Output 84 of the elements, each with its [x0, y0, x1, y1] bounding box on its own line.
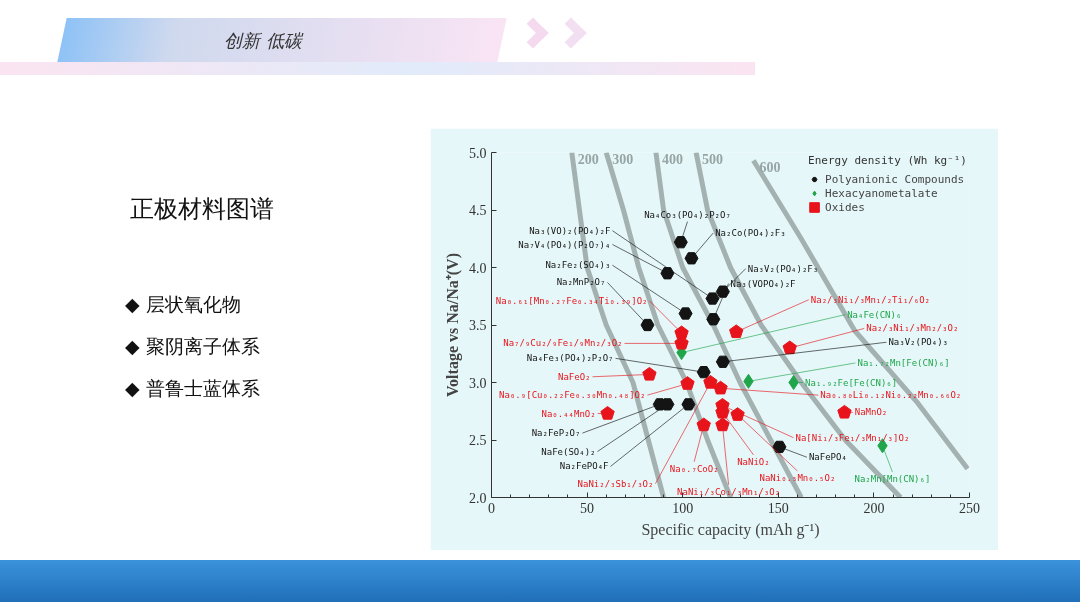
annotation: Na₃(VO)₂(PO₄)₂F — [529, 225, 611, 236]
point — [640, 318, 655, 332]
text: ◆ 普鲁士蓝体系 — [125, 376, 260, 401]
annotation: Na₄Fe₃(PO₄)₂P₂O₇ — [526, 353, 614, 364]
annotation: Na₂/₃Ni₁/₃Mn₂/₃O₂ — [866, 323, 959, 334]
point — [696, 417, 711, 432]
series-label: 600 — [759, 159, 781, 175]
point — [678, 307, 693, 320]
point — [703, 375, 718, 389]
point — [729, 324, 744, 339]
point — [837, 404, 852, 419]
y-tick-label: 2.0 — [469, 490, 487, 506]
point — [696, 366, 711, 379]
annotation: Na[Ni₁/₃Fe₁/₃Mn₁/₃]O₂ — [795, 432, 910, 443]
annotation: Na₂/₃Ni₁/₃Mn₁/₂Ti₁/₆O₂ — [810, 294, 931, 305]
series-label: 400 — [661, 151, 683, 167]
point — [660, 267, 675, 280]
annotation: Na₂Fe₂(SO₄)₃ — [545, 260, 611, 271]
annotation: Na₂Co(PO₄)₂F₃ — [715, 228, 786, 238]
annotation: Na₂FePO₄F — [559, 461, 609, 472]
y-tick-label: 3.0 — [469, 375, 487, 391]
annotation: Na₇/₉Cu₂/₉Fe₁/₉Mn₂/₃O₂ — [503, 338, 623, 349]
annotation: NaNiO₂ — [737, 456, 770, 467]
x-tick-label: 0 — [488, 500, 495, 516]
annotation: Na₁.₇₂Mn[Fe(CN)₆] — [857, 357, 950, 368]
annotation: Na₁.₉₂Fe[Fe(CN)₆] — [805, 377, 898, 388]
annotation: Na₂Mn[Mn(CN)₆] — [854, 474, 931, 485]
annotation: NaFe(SO₄)₂ — [541, 446, 596, 457]
y-tick-label: 2.5 — [469, 433, 487, 448]
legend-label: Polyanionic Compounds — [825, 172, 965, 186]
annotation: Na₀.₄₄MnO₂ — [541, 408, 596, 419]
point — [600, 406, 615, 420]
point — [642, 366, 657, 381]
annotation: Na₂FeP₂O₇ — [531, 428, 581, 439]
point — [715, 285, 730, 298]
text: ◆ 层状氧化物 — [125, 292, 241, 317]
text: 创新 低碳 — [224, 29, 302, 53]
point — [782, 340, 797, 355]
annotation: NaNi₂/₃Sb₁/₃O₂ — [577, 478, 654, 489]
x-tick-label: 100 — [672, 500, 694, 516]
x-tick-label: 250 — [959, 500, 980, 516]
point — [705, 292, 720, 305]
point — [788, 375, 799, 390]
point — [681, 398, 696, 411]
annotation: Na₃V₂(PO₄)₂F₃ — [747, 263, 819, 274]
annotation: Na₃V₂(PO₄)₃ — [888, 337, 949, 348]
text: ◆ 聚阴离子体系 — [125, 334, 260, 359]
legend-label: Hexacyanometalate — [825, 186, 938, 200]
x-axis-title: Specific capacity (mAh g⁻¹) — [641, 520, 820, 539]
annotation: NaFeO₂ — [558, 371, 591, 382]
x-tick-label: 50 — [580, 500, 595, 516]
point — [713, 380, 728, 395]
annotation: NaFePO₄ — [808, 452, 847, 463]
text: 正极材料图谱 — [130, 194, 274, 225]
legend-label: Oxides — [825, 200, 865, 214]
y-axis-title: Voltage vs Na/Na⁺(V) — [444, 253, 462, 397]
x-tick-label: 200 — [863, 500, 885, 516]
annotation: Na₃(VOPO₄)₂F — [730, 278, 796, 289]
y-tick-label: 3.5 — [469, 318, 487, 333]
annotation: Na₀.₆₁[Mn₀.₂₇Fe₀.₃₄Ti₀.₃₉]O₂ — [495, 295, 648, 306]
annotation: Na₄Fe(CN)₆ — [847, 309, 902, 320]
annotation: Na₀.₉[Cu₀.₂₂Fe₀.₃₀Mn₀.₄₈]O₂ — [499, 390, 646, 401]
point — [673, 236, 688, 249]
y-tick-label: 4.0 — [469, 260, 487, 276]
annotation: NaMnO₂ — [854, 407, 888, 418]
series-label: 200 — [577, 151, 599, 167]
series-label: 300 — [612, 151, 634, 167]
annotation: Na₇V₄(PO₄)(P₂O₇)₄ — [518, 239, 611, 250]
legend-title: Energy density (Wh kg⁻¹) — [808, 154, 967, 167]
y-tick-label: 4.5 — [469, 203, 487, 218]
annotation: NaNi₁/₃Co₁/₃Mn₁/₃O₂ — [677, 486, 781, 497]
annotation: Na₄Co₃(PO₄)₂P₂O₇ — [644, 209, 731, 220]
point — [715, 355, 730, 368]
annotation: NaNi₀.₅Mn₀.₅O₂ — [759, 472, 836, 483]
point — [715, 417, 730, 432]
point — [680, 376, 695, 390]
annotation: Na₂MnP₂O₇ — [556, 277, 606, 288]
series-label: 500 — [702, 151, 724, 167]
point — [684, 252, 699, 265]
point — [706, 313, 721, 326]
annotation: Na₀.₇CoO₂ — [669, 463, 719, 474]
y-tick-label: 5.0 — [469, 145, 487, 161]
annotation: Na₀.₈₀Li₀.₁₂Ni₀.₂₂Mn₀.₆₆O₂ — [820, 390, 962, 401]
x-tick-label: 150 — [767, 500, 789, 516]
